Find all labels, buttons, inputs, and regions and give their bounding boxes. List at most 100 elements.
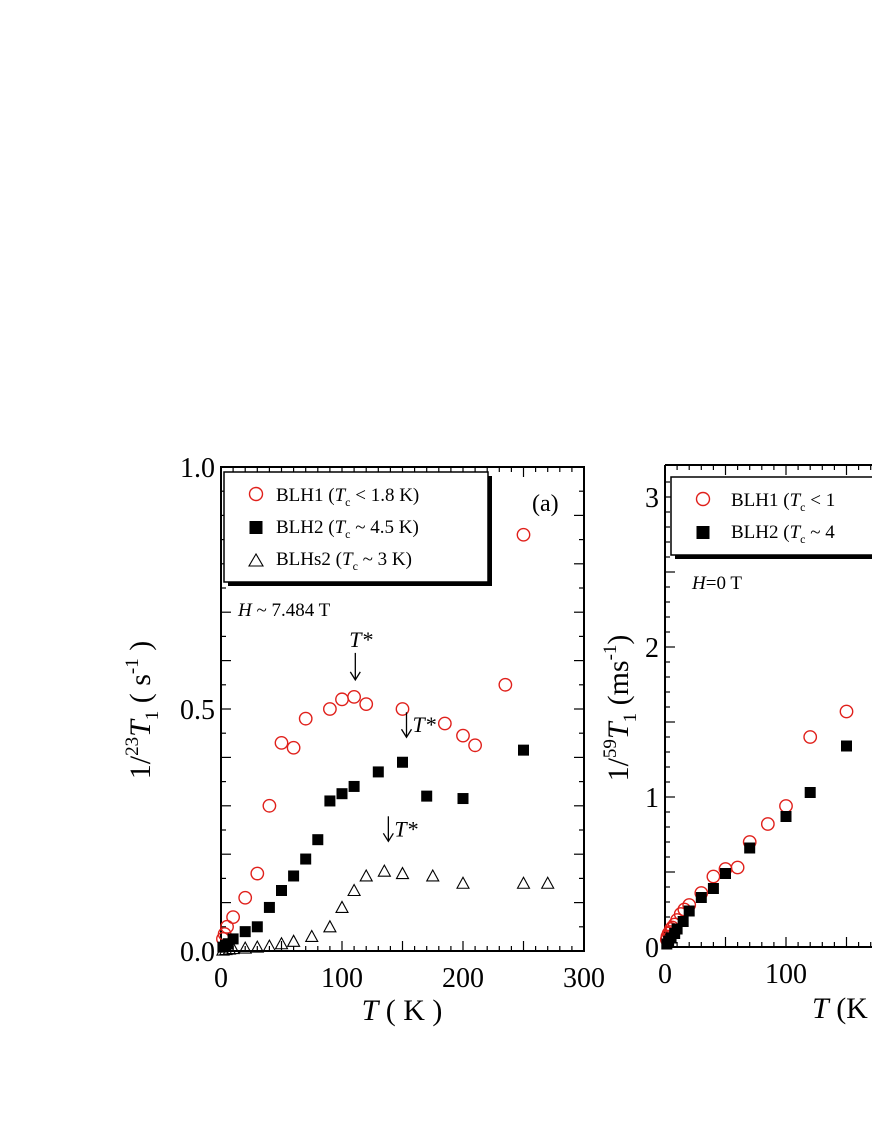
series-2-point bbox=[720, 868, 731, 879]
series-3-point bbox=[238, 940, 253, 954]
annotation-tstar: T* bbox=[394, 816, 417, 841]
series-2-point bbox=[518, 744, 529, 756]
series-2-point bbox=[695, 892, 707, 903]
series-3-point bbox=[395, 866, 410, 880]
series-3-point bbox=[262, 939, 277, 952]
panel-b-legend: BLH1 (Tc < 1 BLH2 (Tc ~ 4 bbox=[670, 476, 872, 559]
series-2-point bbox=[348, 780, 360, 792]
series-3-point bbox=[456, 876, 470, 889]
series-1-point bbox=[395, 702, 410, 716]
legend-a-circle-marker bbox=[248, 486, 264, 502]
series-1-point bbox=[238, 890, 253, 905]
series-3-point bbox=[250, 939, 265, 953]
annotation-arrowhead bbox=[400, 728, 413, 739]
series-2-point bbox=[276, 885, 287, 896]
series-2-point bbox=[336, 788, 348, 800]
panel-b-ticks bbox=[664, 465, 872, 948]
panel-a-label: (a) bbox=[532, 491, 559, 517]
series-2-point bbox=[841, 740, 852, 752]
series-1-point bbox=[706, 869, 721, 884]
y-tick-label: 2 bbox=[645, 633, 659, 664]
series-1-point bbox=[516, 527, 531, 542]
series-1-point bbox=[220, 919, 234, 934]
series-1-point bbox=[730, 860, 745, 875]
series-1-point bbox=[298, 711, 313, 726]
series-3-point bbox=[304, 929, 319, 943]
series-3-point bbox=[377, 863, 392, 877]
series-2-point bbox=[677, 916, 689, 927]
panel-a: 0 100 200 300 0.0 0.5 1.0 T* T* T* BLH1 (Tc < 1.… bbox=[122, 453, 605, 1027]
y-tick-label: 0.0 bbox=[180, 937, 215, 968]
series-2-point bbox=[421, 790, 433, 802]
legend-a-triangle-marker bbox=[248, 552, 264, 567]
series-2-point bbox=[780, 811, 792, 822]
series-1-point bbox=[468, 738, 482, 753]
panel-a-y-title: 1/23T1 ( s-1 ) bbox=[122, 641, 163, 780]
legend-a-square-marker bbox=[249, 521, 263, 534]
series-1-point bbox=[226, 910, 241, 925]
series-1-point bbox=[286, 740, 301, 755]
y-tick-label: 1.0 bbox=[180, 453, 215, 484]
series-2-point bbox=[457, 793, 469, 805]
series-2-point bbox=[300, 853, 312, 865]
series-3-point bbox=[516, 876, 531, 889]
series-2-point bbox=[397, 756, 408, 768]
panel-b-y-title: 1/59T1 (ms-1) bbox=[600, 635, 641, 782]
series-1-point bbox=[262, 798, 277, 813]
series-1-point bbox=[839, 704, 854, 719]
panel-b-x-title: T (K bbox=[812, 992, 868, 1025]
series-2-point bbox=[263, 901, 275, 913]
series-2-point bbox=[744, 842, 756, 854]
series-2-point bbox=[227, 933, 239, 945]
legend-a-box bbox=[223, 471, 489, 583]
y-tick-label: 1 bbox=[645, 783, 659, 814]
annotation-tstar: T* bbox=[413, 712, 436, 737]
x-tick-label: 200 bbox=[442, 963, 484, 994]
panel-a-field-label: H ~ 7.484 T bbox=[237, 600, 331, 621]
x-tick-label: 300 bbox=[563, 963, 605, 994]
annotation-tstar: T* bbox=[349, 627, 372, 652]
panel-a-x-title: T ( K ) bbox=[362, 994, 443, 1027]
series-1-point bbox=[437, 716, 452, 731]
x-tick-label: 0 bbox=[214, 963, 228, 994]
series-1-point bbox=[760, 817, 775, 831]
legend-b-label-1: BLH1 (Tc < 1 bbox=[731, 490, 835, 514]
series-2-point bbox=[804, 787, 816, 798]
series-1-point bbox=[779, 799, 793, 813]
panel-b-marks bbox=[659, 704, 854, 950]
series-1-point bbox=[347, 690, 361, 704]
legend-a-label-3: BLHs2 (Tc ~ 3 K) bbox=[276, 549, 412, 573]
panel-b-tick-labels: 0 100 0 1 2 3 bbox=[645, 483, 807, 990]
legend-b-box bbox=[670, 476, 872, 556]
panel-a-marks bbox=[216, 527, 555, 956]
x-tick-label: 100 bbox=[321, 963, 363, 994]
series-2-point bbox=[312, 834, 324, 846]
x-tick-label: 100 bbox=[765, 959, 807, 990]
panel-a-tick-labels: 0 100 200 300 0.0 0.5 1.0 bbox=[180, 453, 605, 994]
series-2-point bbox=[288, 870, 300, 882]
series-2-point bbox=[251, 921, 263, 933]
series-2-point bbox=[239, 926, 251, 938]
series-1-point bbox=[803, 730, 818, 744]
series-2-point bbox=[324, 795, 336, 807]
annotation-arrowhead bbox=[349, 671, 361, 682]
series-3-point bbox=[347, 883, 362, 897]
y-tick-label: 0.5 bbox=[180, 695, 215, 726]
series-1-point bbox=[498, 677, 513, 692]
series-2-point bbox=[683, 905, 695, 917]
series-1-point bbox=[250, 866, 265, 881]
series-2-point bbox=[671, 923, 683, 935]
series-1-point bbox=[335, 692, 349, 707]
legend-b-circle-marker bbox=[695, 491, 711, 507]
series-2-point bbox=[707, 883, 719, 894]
panel-a-legend: BLH1 (Tc < 1.8 K) BLH2 (Tc ~ 4.5 K) BLHs… bbox=[223, 471, 492, 586]
series-1-point bbox=[274, 735, 289, 750]
series-3-point bbox=[359, 868, 374, 882]
series-3-point bbox=[425, 868, 440, 882]
series-3-point bbox=[274, 936, 289, 950]
panel-b-field-label: H=0 T bbox=[691, 573, 742, 594]
series-1-point bbox=[359, 697, 374, 712]
legend-a-label-1: BLH1 (Tc < 1.8 K) bbox=[276, 485, 419, 509]
series-2-point bbox=[372, 766, 384, 778]
